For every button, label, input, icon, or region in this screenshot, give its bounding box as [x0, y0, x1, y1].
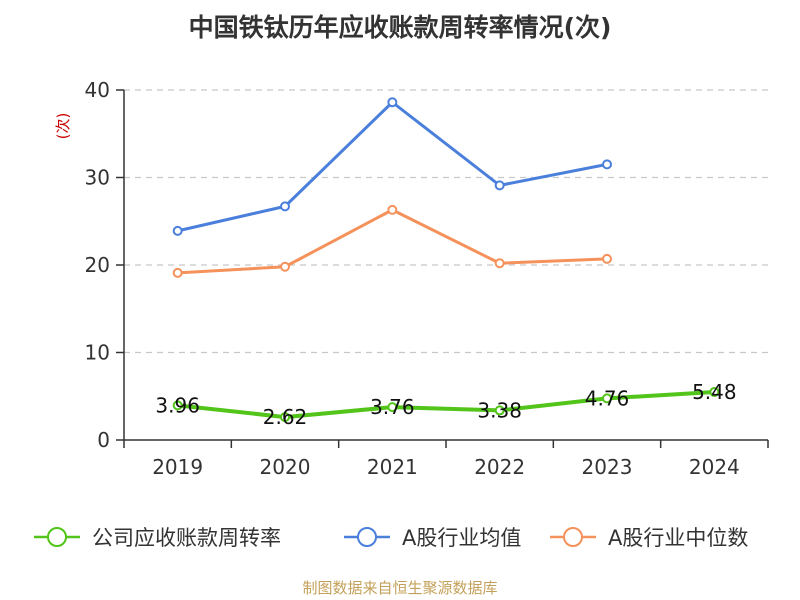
legend-label: A股行业中位数 — [608, 526, 748, 550]
source-note: 制图数据来自恒生聚源数据库 — [302, 579, 498, 597]
data-label: 3.96 — [155, 393, 200, 417]
legend-marker — [563, 527, 583, 547]
y-tick-label: 40 — [85, 78, 110, 102]
data-point — [494, 258, 505, 269]
data-point — [387, 97, 398, 108]
y-tick-label: 30 — [85, 166, 110, 190]
data-point — [602, 159, 612, 170]
y-axis-label: (次) — [54, 113, 72, 140]
y-tick-label: 10 — [85, 341, 110, 365]
data-point — [709, 387, 720, 398]
x-tick-label: 2023 — [582, 455, 633, 479]
x-tick-labels: 2019 2020 2021 2022 2023 2024 — [152, 455, 740, 479]
chart-title: 中国铁钛历年应收账款周转率情况(次) — [188, 13, 612, 42]
series-line — [175, 390, 717, 420]
data-point — [494, 180, 505, 191]
data-point — [494, 405, 505, 416]
y-tick-label: 20 — [85, 253, 110, 277]
gridlines — [124, 89, 768, 354]
data-label: 4.76 — [585, 386, 630, 410]
x-tick-label: 2021 — [367, 455, 418, 479]
legend: 公司应收账款周转率 A股行业均值 A股行业中位数 — [34, 526, 748, 550]
x-tick-label: 2024 — [689, 455, 740, 479]
data-label: 3.38 — [477, 398, 522, 422]
data-point — [172, 225, 183, 236]
data-point — [602, 393, 612, 404]
data-point — [280, 201, 290, 212]
data-point — [602, 253, 612, 264]
series-lines — [172, 97, 720, 423]
y-tick-label: 0 — [97, 428, 110, 452]
data-point — [280, 412, 290, 423]
x-tick-label: 2020 — [260, 455, 311, 479]
legend-label: 公司应收账款周转率 — [92, 526, 281, 550]
legend-label: A股行业均值 — [402, 526, 521, 550]
x-tick-label: 2022 — [474, 455, 525, 479]
data-point — [387, 402, 398, 413]
axes — [116, 89, 769, 448]
x-tick-label: 2019 — [152, 455, 203, 479]
data-labels: 3.96 2.62 3.76 3.38 4.76 5.48 — [155, 380, 736, 429]
data-label: 5.48 — [692, 380, 737, 404]
legend-marker — [357, 527, 377, 547]
data-point — [280, 261, 290, 272]
data-label: 3.76 — [370, 395, 415, 419]
y-tick-labels: 0 10 20 30 40 — [85, 78, 110, 452]
data-point — [172, 400, 183, 411]
data-label: 2.62 — [263, 405, 308, 429]
series-line — [176, 208, 609, 275]
legend-marker — [47, 527, 67, 547]
data-point — [172, 267, 183, 278]
data-point — [387, 204, 398, 215]
